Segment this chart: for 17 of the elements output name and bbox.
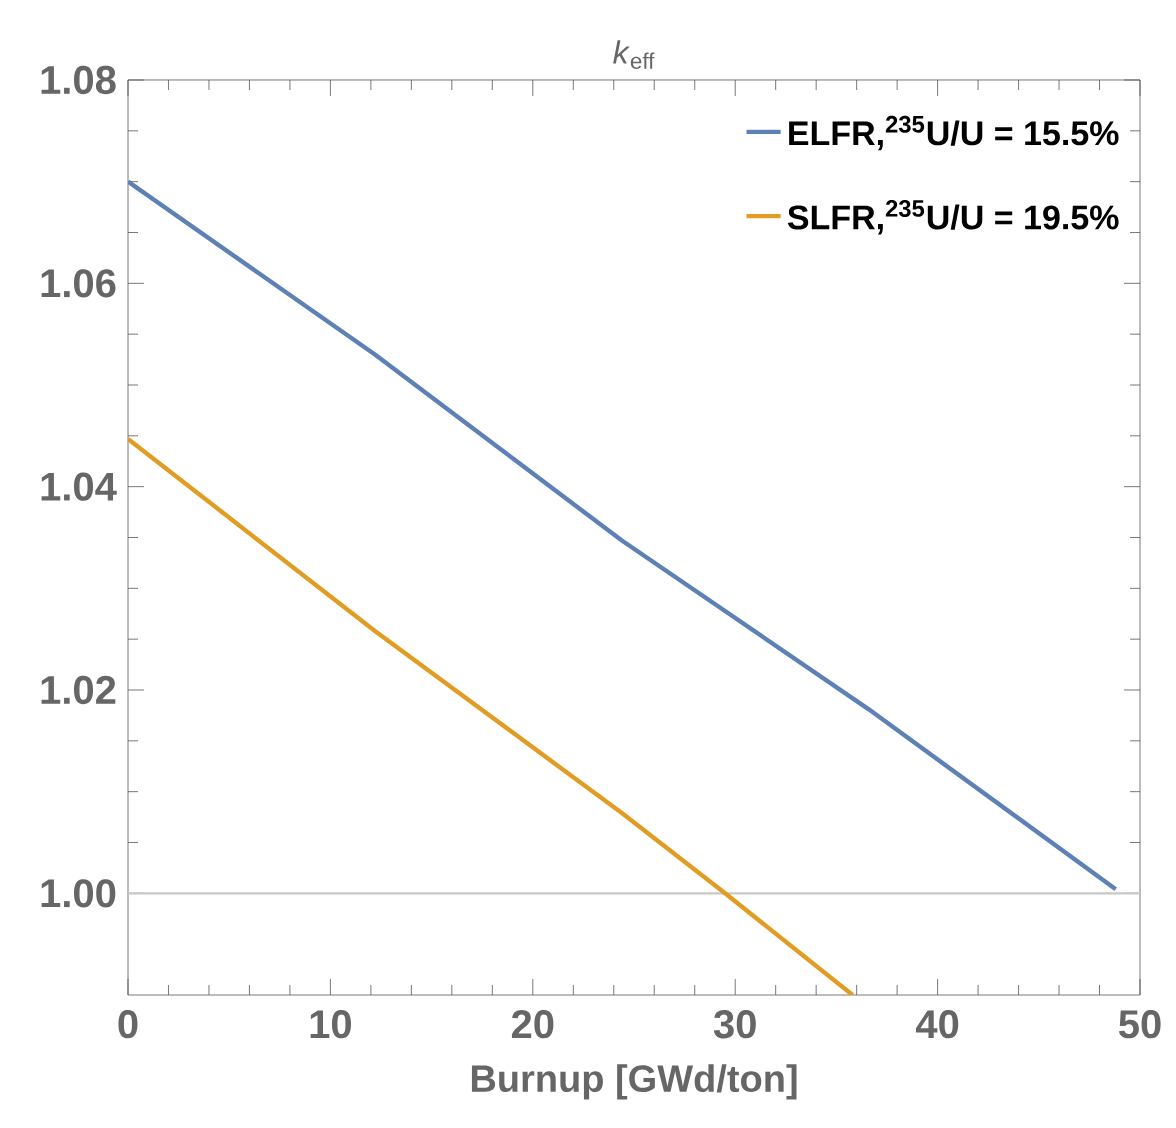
- line-series: [128, 179, 1118, 892]
- x-tick-label: 50: [1118, 1010, 1161, 1039]
- line-series: [128, 436, 855, 995]
- y-tick-label: 1.06: [41, 269, 116, 298]
- legend-label: ELFR,$^{235}$U/U = 15.5%: [789, 115, 1119, 151]
- y-tick-label: 1.08: [41, 65, 116, 95]
- y-tick-label: 1.02: [41, 675, 116, 705]
- x-tick-label: 40: [915, 1010, 959, 1039]
- x-tick-label: 10: [310, 1010, 351, 1039]
- x-axis-title: Burnup [GWd/ton]: [471, 1064, 797, 1100]
- x-tick-label: 30: [713, 1010, 756, 1039]
- chart-title: k$_{eff}$: [613, 40, 655, 69]
- legend-label: SLFR,$^{235}$U/U = 19.5%: [787, 199, 1119, 235]
- x-tick-label: 20: [511, 1010, 554, 1039]
- y-tick-label: 1.00: [41, 879, 116, 908]
- x-tick-label: 0: [118, 1010, 138, 1039]
- y-tick-label: 1.04: [41, 472, 117, 501]
